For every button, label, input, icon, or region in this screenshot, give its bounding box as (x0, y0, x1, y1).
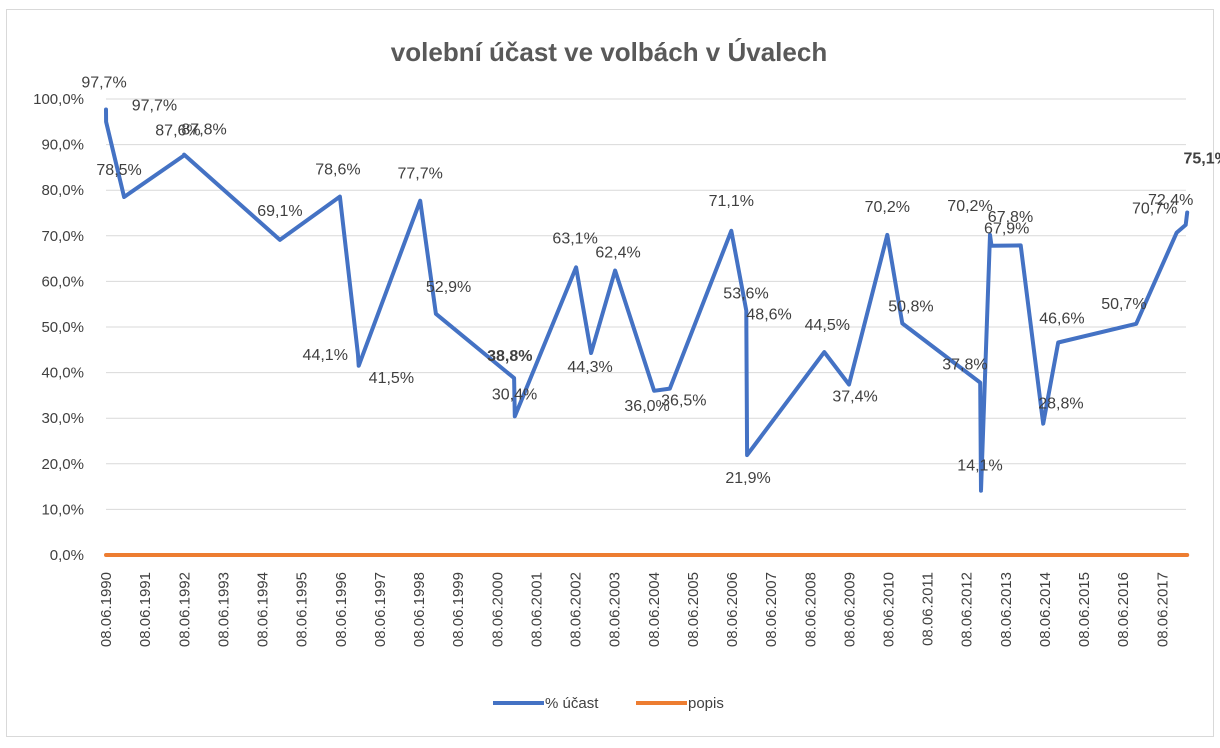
gridlines (106, 98, 1186, 510)
data-label: 67,9% (984, 220, 1029, 237)
data-label: 67,8% (988, 209, 1033, 226)
x-tick-label: 08.06.1999 (450, 572, 467, 647)
data-label: 44,3% (567, 359, 612, 376)
x-tick-label: 08.06.2001 (528, 572, 545, 647)
x-tick-label: 08.06.2015 (1076, 572, 1093, 647)
legend-label: % účast (545, 695, 599, 712)
y-tick-label: 20,0% (41, 456, 84, 473)
x-tick-label: 08.06.1995 (294, 572, 311, 647)
y-tick-label: 70,0% (41, 228, 84, 245)
y-axis-ticks: 0,0% 10,0% 20,0% 30,0% 40,0% 50,0% 60,0% 70,0% 8… (33, 91, 84, 564)
series-layer (104, 107, 1190, 557)
y-tick-label: 30,0% (41, 410, 84, 427)
data-label: 75,1% (1183, 151, 1220, 168)
data-label: 62,4% (595, 244, 640, 261)
x-tick-label: 08.06.1998 (411, 572, 428, 647)
y-tick-label: 10,0% (41, 501, 84, 518)
data-label: 78,6% (315, 162, 360, 179)
legend-label: popis (688, 695, 724, 712)
x-tick-label: 08.06.1991 (137, 572, 154, 647)
data-label: 37,4% (832, 388, 877, 405)
data-label: 52,9% (426, 279, 471, 296)
data-label: 63,1% (552, 230, 597, 247)
x-tick-label: 08.06.1996 (333, 572, 350, 647)
x-tick-label: 08.06.2016 (1115, 572, 1132, 647)
data-label: 44,5% (805, 317, 850, 334)
data-label: 77,7% (397, 166, 442, 183)
y-tick-label: 50,0% (41, 319, 84, 336)
x-tick-label: 08.06.2002 (567, 572, 584, 647)
x-tick-label: 08.06.2009 (841, 572, 858, 647)
x-tick-label: 08.06.1994 (254, 572, 271, 647)
data-label: 71,1% (709, 193, 754, 210)
x-tick-label: 08.06.2017 (1154, 572, 1171, 647)
x-tick-label: 08.06.2005 (685, 572, 702, 647)
data-label: 41,5% (369, 370, 414, 387)
data-label: 30,4% (492, 386, 537, 403)
data-label: 70,2% (865, 199, 910, 216)
data-label: 50,8% (888, 298, 933, 315)
data-label: 50,7% (1101, 296, 1146, 313)
data-label: 53,6% (723, 286, 768, 303)
data-label: 37,8% (942, 357, 987, 374)
y-tick-label: 80,0% (41, 182, 84, 199)
x-tick-label: 08.06.2012 (959, 572, 976, 647)
x-tick-label: 08.06.2006 (724, 572, 741, 647)
data-label: 21,9% (725, 470, 770, 487)
series-line-ucast (104, 107, 1190, 493)
data-label: 97,7% (132, 97, 177, 114)
x-tick-label: 08.06.1992 (176, 572, 193, 647)
data-label: 69,1% (257, 203, 302, 220)
y-tick-label: 60,0% (41, 273, 84, 290)
x-tick-label: 08.06.2000 (489, 572, 506, 647)
x-tick-label: 08.06.2013 (998, 572, 1015, 647)
y-tick-label: 40,0% (41, 365, 84, 382)
data-label: 70,7% (1132, 201, 1177, 218)
x-tick-label: 08.06.2011 (920, 572, 937, 646)
data-label: 44,1% (303, 347, 348, 364)
data-label: 78,5% (96, 162, 141, 179)
x-tick-label: 08.06.2010 (880, 572, 897, 647)
x-tick-label: 08.06.2004 (646, 572, 663, 647)
data-label: 38,8% (487, 348, 532, 365)
x-tick-label: 08.06.1997 (372, 572, 389, 647)
y-tick-label: 0,0% (50, 547, 84, 564)
data-label: 28,8% (1038, 396, 1083, 413)
data-label: 36,5% (661, 393, 706, 410)
x-tick-label: 08.06.2007 (763, 572, 780, 647)
legend: % účast popis (493, 695, 724, 712)
x-tick-label: 08.06.2014 (1037, 572, 1054, 647)
data-label: 97,7% (81, 74, 126, 91)
data-label: 87,8% (181, 122, 226, 139)
data-label: 36,0% (624, 398, 669, 415)
data-label: 46,6% (1039, 311, 1084, 328)
y-tick-label: 100,0% (33, 91, 84, 108)
data-label: 48,6% (746, 306, 791, 323)
data-label: 72,4% (1148, 192, 1193, 209)
chart-title: volební účast ve volbách v Úvalech (391, 37, 827, 67)
x-axis-ticks: 08.06.1990 08.06.1991 08.06.1992 08.06.1993… (98, 572, 1171, 647)
y-tick-label: 90,0% (41, 137, 84, 154)
data-label: 87,6% (155, 123, 200, 140)
data-label: 70,2% (947, 198, 992, 215)
x-tick-label: 08.06.1990 (98, 572, 115, 647)
x-tick-label: 08.06.2008 (802, 572, 819, 647)
x-tick-label: 08.06.2003 (607, 572, 624, 647)
data-label: 14,1% (957, 458, 1002, 475)
x-tick-label: 08.06.1993 (215, 572, 232, 647)
data-labels: 97,7% 78,5% 87,6%87,8% 69,1% 78,6% 41,5% 77,7%… (81, 74, 1220, 487)
